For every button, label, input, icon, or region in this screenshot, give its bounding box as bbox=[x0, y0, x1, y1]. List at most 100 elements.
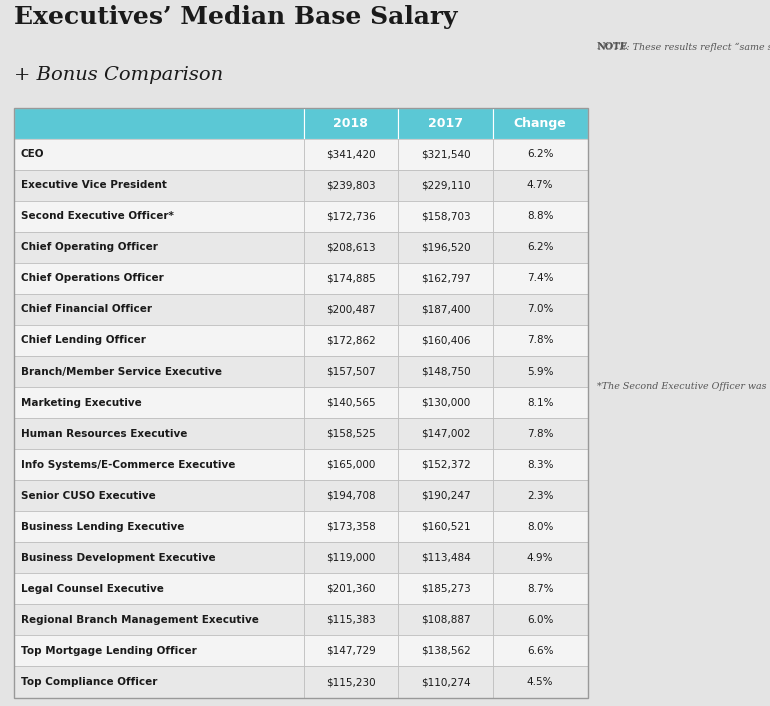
Bar bbox=[14, 108, 303, 138]
Bar bbox=[493, 138, 588, 169]
Bar bbox=[493, 294, 588, 325]
Text: $185,273: $185,273 bbox=[420, 584, 470, 594]
Bar bbox=[493, 635, 588, 666]
Bar bbox=[398, 325, 493, 356]
Bar bbox=[14, 480, 303, 511]
Bar bbox=[493, 666, 588, 698]
Text: $196,520: $196,520 bbox=[420, 242, 470, 252]
Text: Chief Financial Officer: Chief Financial Officer bbox=[21, 304, 152, 314]
Text: Marketing Executive: Marketing Executive bbox=[21, 397, 142, 407]
Text: $165,000: $165,000 bbox=[326, 460, 376, 469]
Text: 8.0%: 8.0% bbox=[527, 522, 554, 532]
Text: $115,230: $115,230 bbox=[326, 677, 376, 687]
Text: Regional Branch Management Executive: Regional Branch Management Executive bbox=[21, 615, 259, 625]
Text: $187,400: $187,400 bbox=[420, 304, 470, 314]
Bar bbox=[398, 294, 493, 325]
Bar bbox=[14, 201, 303, 232]
Text: NOTE: NOTE bbox=[597, 42, 628, 52]
Bar bbox=[303, 387, 398, 418]
Bar bbox=[14, 387, 303, 418]
Bar bbox=[14, 294, 303, 325]
Text: $130,000: $130,000 bbox=[421, 397, 470, 407]
Bar bbox=[493, 232, 588, 263]
Bar bbox=[303, 356, 398, 387]
Bar bbox=[303, 169, 398, 201]
Bar bbox=[398, 232, 493, 263]
Bar bbox=[493, 573, 588, 604]
Bar bbox=[493, 542, 588, 573]
Text: $152,372: $152,372 bbox=[420, 460, 470, 469]
Text: $140,565: $140,565 bbox=[326, 397, 376, 407]
Bar bbox=[303, 418, 398, 449]
Text: 6.0%: 6.0% bbox=[527, 615, 554, 625]
Text: Top Mortgage Lending Officer: Top Mortgage Lending Officer bbox=[21, 646, 196, 656]
Text: $172,862: $172,862 bbox=[326, 335, 376, 345]
Text: 7.0%: 7.0% bbox=[527, 304, 554, 314]
Bar bbox=[14, 263, 303, 294]
Bar bbox=[303, 480, 398, 511]
Text: 4.7%: 4.7% bbox=[527, 180, 554, 190]
Bar bbox=[303, 666, 398, 698]
Bar bbox=[493, 263, 588, 294]
Text: Human Resources Executive: Human Resources Executive bbox=[21, 429, 187, 438]
Text: $157,507: $157,507 bbox=[326, 366, 376, 376]
Bar bbox=[493, 511, 588, 542]
Text: $160,521: $160,521 bbox=[420, 522, 470, 532]
Text: $190,247: $190,247 bbox=[420, 491, 470, 501]
Bar bbox=[493, 449, 588, 480]
Text: 6.6%: 6.6% bbox=[527, 646, 554, 656]
Bar bbox=[14, 449, 303, 480]
Text: $194,708: $194,708 bbox=[326, 491, 376, 501]
Bar bbox=[14, 169, 303, 201]
Text: 7.4%: 7.4% bbox=[527, 273, 554, 283]
Bar bbox=[303, 108, 398, 138]
Bar bbox=[303, 635, 398, 666]
Text: $113,484: $113,484 bbox=[420, 553, 470, 563]
Bar bbox=[493, 480, 588, 511]
Text: $239,803: $239,803 bbox=[326, 180, 376, 190]
Bar bbox=[303, 604, 398, 635]
Bar bbox=[14, 232, 303, 263]
Text: 2018: 2018 bbox=[333, 117, 368, 130]
Bar bbox=[303, 325, 398, 356]
Bar bbox=[14, 138, 303, 169]
Text: $158,703: $158,703 bbox=[420, 211, 470, 221]
Text: Business Lending Executive: Business Lending Executive bbox=[21, 522, 184, 532]
Bar bbox=[14, 418, 303, 449]
Text: $172,736: $172,736 bbox=[326, 211, 376, 221]
Bar bbox=[398, 449, 493, 480]
Text: $229,110: $229,110 bbox=[420, 180, 470, 190]
Bar bbox=[14, 604, 303, 635]
Bar bbox=[493, 108, 588, 138]
Text: + Bonus Comparison: + Bonus Comparison bbox=[14, 66, 223, 83]
Text: 6.2%: 6.2% bbox=[527, 242, 554, 252]
Bar bbox=[493, 356, 588, 387]
Bar bbox=[398, 604, 493, 635]
Bar bbox=[398, 108, 493, 138]
Bar bbox=[398, 511, 493, 542]
Text: $110,274: $110,274 bbox=[420, 677, 470, 687]
Text: $201,360: $201,360 bbox=[326, 584, 376, 594]
Text: $108,887: $108,887 bbox=[420, 615, 470, 625]
Text: $200,487: $200,487 bbox=[326, 304, 376, 314]
Bar bbox=[493, 387, 588, 418]
Text: Senior CUSO Executive: Senior CUSO Executive bbox=[21, 491, 156, 501]
Bar bbox=[398, 387, 493, 418]
Text: Executives’ Median Base Salary: Executives’ Median Base Salary bbox=[14, 5, 457, 29]
Bar bbox=[493, 169, 588, 201]
Text: 4.9%: 4.9% bbox=[527, 553, 554, 563]
Text: Business Development Executive: Business Development Executive bbox=[21, 553, 216, 563]
Bar bbox=[398, 573, 493, 604]
Bar bbox=[398, 635, 493, 666]
Text: 2017: 2017 bbox=[428, 117, 463, 130]
Text: Info Systems/E-Commerce Executive: Info Systems/E-Commerce Executive bbox=[21, 460, 235, 469]
Text: $147,729: $147,729 bbox=[326, 646, 376, 656]
Text: NOTE: These results reflect “same sample” reporting. That is, they represent the: NOTE: These results reflect “same sample… bbox=[597, 42, 770, 52]
Text: CEO: CEO bbox=[21, 149, 44, 159]
Text: $162,797: $162,797 bbox=[420, 273, 470, 283]
Bar bbox=[303, 138, 398, 169]
Bar bbox=[398, 666, 493, 698]
Bar bbox=[303, 573, 398, 604]
Bar bbox=[303, 263, 398, 294]
Text: $115,383: $115,383 bbox=[326, 615, 376, 625]
